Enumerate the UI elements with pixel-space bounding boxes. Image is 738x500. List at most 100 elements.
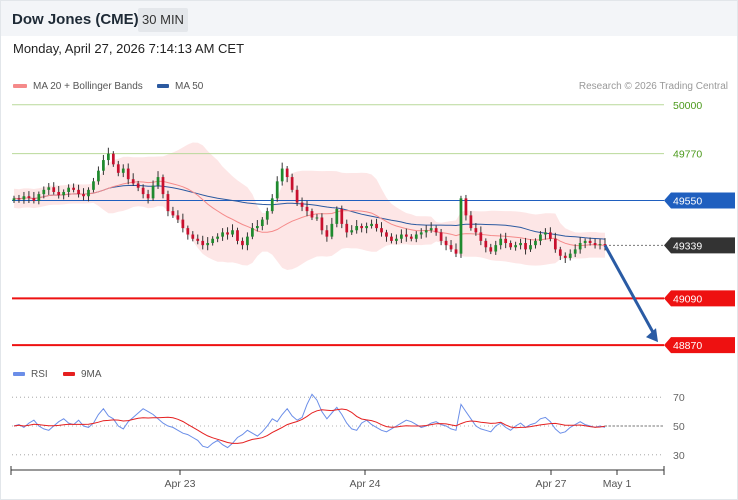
- level-label-50000: 50000: [673, 100, 702, 112]
- candle-body: [116, 164, 120, 173]
- candle-body: [429, 228, 433, 231]
- candle-body: [419, 232, 423, 235]
- x-tick-label: Apr 24: [350, 478, 381, 490]
- candle-body: [181, 219, 185, 229]
- level-label-49550: 49550: [673, 195, 702, 207]
- candle-body: [62, 191, 66, 196]
- candle-body: [300, 202, 304, 207]
- candle-body: [504, 238, 508, 244]
- candle-body: [226, 232, 229, 235]
- candle-body: [340, 208, 344, 224]
- candle-body: [345, 223, 349, 233]
- candle-body: [37, 194, 41, 201]
- candle-body: [191, 234, 195, 239]
- legend-ma20-label: MA 20 + Bollinger Bands: [33, 81, 143, 92]
- level-tag-49550: [664, 192, 735, 209]
- ma20-line: [13, 180, 606, 247]
- candle-body: [106, 153, 110, 161]
- bollinger-band: [14, 142, 605, 270]
- legend-ma50: MA 50: [157, 81, 203, 92]
- candle-body: [17, 198, 21, 200]
- candle-body: [246, 236, 249, 246]
- candle-body: [241, 240, 244, 246]
- candle-body: [459, 198, 463, 254]
- rsi-line: [13, 393, 606, 449]
- timestamp: Monday, April 27, 2026 7:14:13 AM CET: [13, 41, 245, 56]
- candle-body: [111, 153, 115, 165]
- candle-body: [519, 243, 522, 246]
- candle-body: [216, 236, 219, 239]
- candle-body: [67, 187, 70, 192]
- candle-body: [82, 194, 85, 197]
- candle-body: [166, 194, 170, 212]
- candle-body: [335, 208, 339, 224]
- candle-body: [549, 232, 552, 239]
- candle-body: [553, 238, 557, 250]
- level-tag-49339: [664, 237, 735, 254]
- candle-body: [206, 243, 210, 246]
- candle-body: [92, 181, 95, 190]
- candle-body: [360, 226, 364, 229]
- candle-body: [499, 238, 503, 246]
- candle-body: [260, 219, 264, 226]
- candle-body: [400, 234, 403, 239]
- candle-body: [414, 234, 418, 239]
- candle-body: [310, 211, 314, 218]
- ma50-swatch: [157, 84, 169, 89]
- candle-body: [156, 177, 160, 186]
- candle-body: [583, 240, 587, 244]
- candle-body: [593, 243, 597, 246]
- level-tag-48870: [664, 337, 735, 354]
- candle-body: [280, 168, 284, 182]
- candle-body: [380, 228, 383, 233]
- candle-body: [395, 238, 398, 241]
- candle-body: [121, 168, 125, 173]
- forecast-arrow-line: [603, 244, 656, 335]
- level-label-48870: 48870: [673, 340, 702, 352]
- level-tag-49090: [664, 290, 735, 307]
- candle-body: [578, 243, 582, 250]
- candle-body: [251, 228, 254, 237]
- candle-body: [201, 240, 205, 246]
- candle-body: [390, 236, 393, 241]
- rsi-ma-line: [13, 408, 606, 444]
- x-tick-label: Apr 27: [536, 478, 567, 490]
- candle-body: [375, 223, 378, 229]
- rsi-swatch: [13, 372, 25, 377]
- candle-body: [22, 196, 26, 200]
- candle-body: [464, 198, 468, 216]
- timeframe-button[interactable]: 30 MIN: [138, 8, 188, 32]
- candle-body: [151, 185, 155, 199]
- candle-body: [598, 244, 602, 246]
- candle-body: [479, 232, 483, 241]
- candle-body: [211, 238, 215, 244]
- candle-body: [196, 238, 200, 241]
- candle-body: [186, 228, 190, 235]
- forecast-arrow-head: [646, 328, 658, 343]
- candle-body: [290, 177, 294, 190]
- candle-body: [221, 232, 224, 237]
- research-credit: Research © 2026 Trading Central: [578, 81, 728, 92]
- candle-body: [449, 245, 453, 250]
- candle-body: [131, 179, 135, 184]
- candle-body: [255, 226, 259, 229]
- candle-body: [12, 198, 16, 201]
- candle-body: [568, 253, 572, 258]
- legend-rsi-label: RSI: [31, 369, 48, 380]
- candle-body: [57, 191, 61, 196]
- candle-body: [370, 223, 373, 226]
- candle-body: [539, 234, 542, 241]
- candle-body: [509, 243, 513, 248]
- x-tick-label: Apr 23: [165, 478, 196, 490]
- candle-body: [126, 168, 130, 180]
- candle-body: [305, 206, 309, 212]
- candle-body: [42, 189, 46, 195]
- candle-body: [524, 243, 527, 250]
- candle-body: [27, 196, 31, 198]
- rsi-tick-label: 70: [673, 392, 685, 404]
- candle-body: [588, 240, 592, 244]
- candle-body: [231, 230, 234, 235]
- candle-body: [534, 240, 537, 246]
- candle-body: [474, 228, 478, 233]
